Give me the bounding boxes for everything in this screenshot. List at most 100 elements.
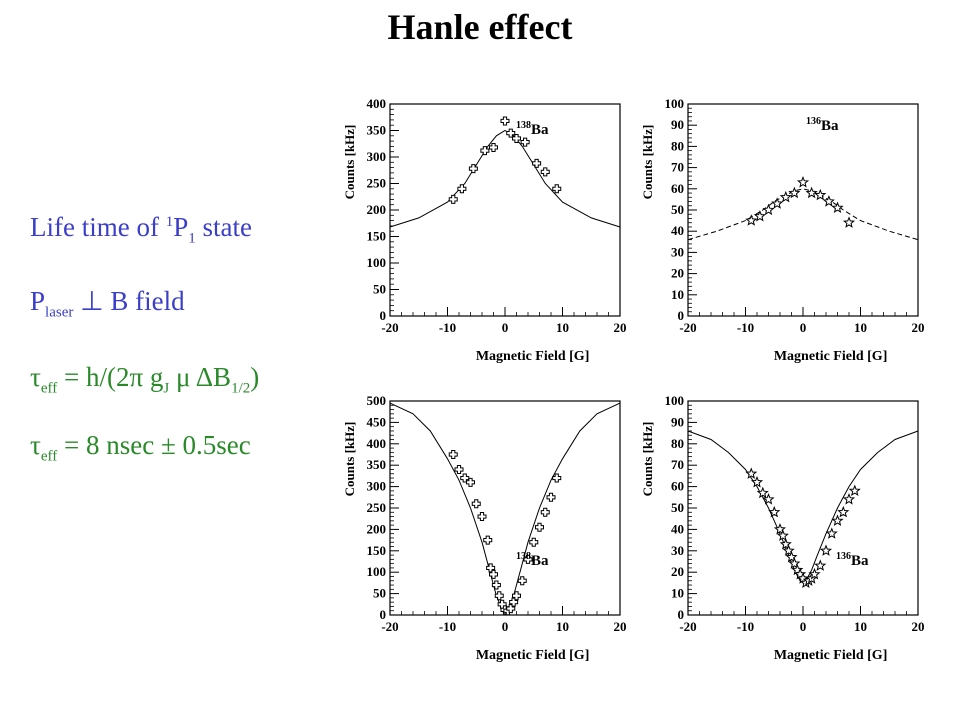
data-point-star — [831, 201, 844, 213]
plot-frame — [687, 103, 919, 317]
isotope-label: 136Ba — [836, 551, 869, 569]
y-tick-label: 350 — [367, 457, 387, 472]
data-point-star — [848, 484, 861, 496]
data-point-cross — [552, 473, 562, 483]
data-point-star — [831, 514, 844, 527]
y-tick-label: 50 — [373, 586, 386, 601]
data-point-star — [837, 505, 850, 518]
data-point-star — [814, 188, 827, 201]
data-point-cross — [480, 146, 490, 156]
x-tick-label: 20 — [614, 320, 627, 335]
data-point-star — [753, 210, 766, 222]
isotope-symbol: Ba — [851, 553, 869, 569]
data-point-star — [762, 203, 775, 216]
x-axis-label: Magnetic Field [G] — [476, 349, 590, 364]
data-point-cross — [491, 580, 501, 590]
data-point-star — [771, 197, 784, 209]
y-tick-label: 100 — [367, 255, 387, 270]
data-point-star — [745, 214, 758, 226]
data-point-cross — [448, 450, 458, 459]
y-axis-label: Counts [kHz] — [640, 422, 655, 497]
hanle-chart-138ba-top: 0 50 100 150 200 250 300 350 400 -20 -10 0 10 20 Count… — [342, 96, 627, 364]
fit-curve — [389, 402, 621, 613]
data-point-cross — [540, 167, 550, 177]
data-point-cross — [489, 569, 498, 579]
data-point-star — [779, 538, 792, 550]
plot-panel-top-right: 0 10 20 30 40 50 60 70 80 90 100 -20 -10 0 10 20 Counts … — [636, 96, 932, 371]
plot-frame — [389, 400, 621, 616]
y-tick-label: 90 — [671, 414, 684, 429]
isotope-mass: 136 — [836, 551, 851, 562]
x-tick-label: -20 — [381, 619, 398, 634]
x-axis-label: Magnetic Field [G] — [476, 648, 590, 663]
data-point-star — [805, 186, 818, 199]
y-tick-label: 100 — [665, 393, 685, 408]
data-point-cross — [512, 133, 521, 143]
data-point-star — [750, 475, 764, 488]
data-point-cross — [468, 164, 478, 174]
y-tick-label: 300 — [367, 479, 387, 494]
x-tick-label: -10 — [737, 320, 754, 335]
tau-formula-text: τeff = h/(2π gJ μ ΔB1/2) — [30, 362, 260, 397]
x-tick-label: 0 — [502, 619, 509, 634]
y-tick-label: 300 — [367, 149, 387, 164]
data-point-star — [842, 216, 856, 228]
y-tick-label: 0 — [678, 607, 685, 622]
data-point-cross — [483, 535, 493, 545]
y-tick-label: 50 — [671, 202, 684, 217]
data-point-cross — [494, 591, 504, 601]
data-point-cross — [477, 512, 487, 522]
x-tick-label: 20 — [912, 320, 925, 335]
y-tick-label: 350 — [367, 123, 387, 138]
x-tick-label: 20 — [912, 619, 925, 634]
data-point-star — [768, 505, 781, 518]
y-tick-label: 80 — [671, 436, 684, 451]
x-tick-label: -20 — [381, 320, 398, 335]
x-tick-label: 0 — [800, 320, 807, 335]
data-point-star — [756, 486, 769, 499]
y-tick-label: 450 — [367, 414, 387, 429]
fit-curve — [687, 188, 919, 241]
y-tick-label: 250 — [367, 500, 387, 515]
data-point-cross — [532, 158, 542, 168]
x-tick-label: 10 — [556, 320, 569, 335]
data-point-star — [773, 523, 787, 535]
data-point-star — [825, 527, 838, 539]
x-tick-label: 20 — [614, 619, 627, 634]
x-tick-label: -20 — [679, 619, 696, 634]
y-tick-label: 40 — [671, 223, 684, 238]
data-point-cross — [489, 142, 498, 152]
hanle-chart-136ba-top: 0 10 20 30 40 50 60 70 80 90 100 -20 -10 0 10 20 Counts … — [640, 96, 925, 364]
y-tick-label: 200 — [367, 521, 387, 536]
y-tick-label: 400 — [367, 96, 387, 111]
data-point-cross — [448, 194, 458, 204]
y-tick-label: 20 — [671, 564, 684, 579]
plot-panel-top-left: 0 50 100 150 200 250 300 350 400 -20 -10 0 10 20 Count… — [338, 96, 634, 371]
data-point-cross — [466, 477, 475, 487]
hanle-chart-138ba-bottom: 0 50 100 150 200 250 300 350 400 450 500 -20 -10 0 10 2… — [342, 393, 627, 663]
data-point-star — [814, 559, 827, 571]
isotope-mass: 138 — [516, 120, 531, 131]
y-tick-label: 60 — [671, 479, 684, 494]
x-tick-label: -10 — [737, 619, 754, 634]
data-point-cross — [546, 492, 556, 502]
y-tick-label: 60 — [671, 181, 684, 196]
isotope-symbol: Ba — [531, 553, 549, 569]
isotope-label: 136Ba — [806, 116, 839, 134]
data-point-cross — [471, 499, 481, 509]
data-point-cross — [529, 537, 539, 547]
tau-value-text: τeff = 8 nsec ± 0.5sec — [30, 430, 251, 465]
y-tick-label: 30 — [671, 543, 684, 558]
data-point-cross — [457, 184, 467, 194]
isotope-mass: 136 — [806, 116, 821, 127]
x-tick-label: -20 — [679, 320, 696, 335]
x-tick-label: 10 — [854, 619, 867, 634]
polarization-text: Plaser ⊥ B field — [30, 286, 185, 321]
data-point-cross — [523, 554, 533, 564]
plot-panel-bottom-left: 0 50 100 150 200 250 300 350 400 450 500 -20 -10 0 10 2… — [338, 393, 634, 673]
data-point-star — [745, 467, 758, 479]
y-tick-label: 10 — [671, 287, 684, 302]
y-tick-label: 200 — [367, 202, 387, 217]
data-point-star — [842, 493, 856, 505]
y-tick-label: 50 — [373, 282, 386, 297]
